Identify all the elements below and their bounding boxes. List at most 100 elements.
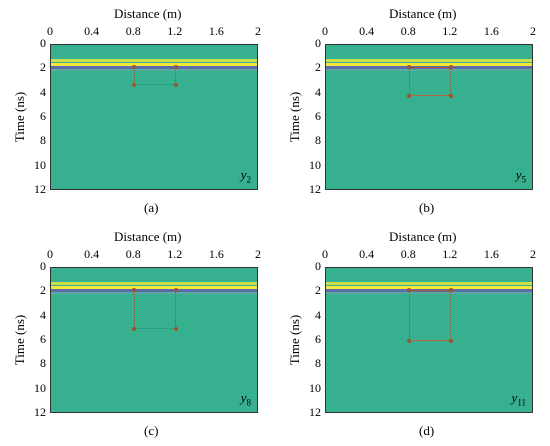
surface-reflection-band (326, 281, 532, 285)
box-corner-marker (448, 64, 453, 69)
x-tick-label: 1.2 (442, 24, 458, 38)
x-tick-label: 0.8 (400, 247, 416, 261)
y-tick-label: 4 (315, 84, 321, 99)
y-tick-label: 6 (315, 109, 321, 123)
box-corner-marker (173, 83, 178, 88)
panel-4: Distance (m) 0 0.4 0.8 1.2 1.6 2 Time (ns) 0 2 4 6 8… (275, 223, 550, 446)
y-tick-label: 2 (40, 60, 46, 75)
x-tick-label: 0.8 (125, 247, 141, 261)
signal-label: y11 (511, 390, 526, 408)
y-tick-label: 6 (40, 109, 46, 123)
x-axis-title: Distance (m) (389, 229, 457, 244)
y-tick-label: 0 (40, 36, 46, 50)
panel-3: Distance (m) 0 0.4 0.8 1.2 1.6 2 Time (ns) 0 2 4 6 8… (0, 223, 275, 446)
x-tick-label: 0.8 (125, 24, 141, 38)
surface-reflection-band (51, 285, 257, 289)
target-region-box (134, 66, 176, 86)
surface-reflection-band (51, 62, 257, 66)
y-tick-label: 12 (34, 405, 46, 419)
y-tick-label: 12 (34, 182, 46, 196)
x-tick-label: 1.6 (208, 24, 224, 38)
x-tick-label: 0 (322, 24, 328, 38)
y-tick-label: 0 (315, 259, 321, 273)
y-tick-label: 10 (309, 380, 321, 395)
panel-label: (c) (144, 423, 159, 438)
x-tick-label: 0 (47, 247, 53, 261)
y-tick-label: 2 (315, 60, 321, 75)
box-corner-marker (132, 64, 137, 69)
box-corner-marker (132, 326, 137, 331)
x-axis-title: Distance (m) (389, 6, 457, 21)
y-tick-label: 6 (315, 332, 321, 346)
y-tick-label: 8 (315, 356, 321, 371)
panel-1: Distance (m) 0 0.4 0.8 1.2 1.6 2 Time (ns) 0 2 4 6 8… (0, 0, 275, 223)
x-tick-label: 2 (255, 247, 261, 261)
x-axis-title: Distance (m) (114, 229, 182, 244)
box-corner-marker (407, 287, 412, 292)
y-tick-label: 12 (309, 182, 321, 196)
box-corner-marker (407, 339, 412, 343)
signal-label: y2 (240, 167, 251, 185)
surface-reflection-band (326, 68, 532, 71)
box-corner-marker (448, 287, 453, 292)
surface-reflection-band (326, 62, 532, 66)
radargram-plot: y11 (325, 267, 533, 413)
box-corner-marker (407, 94, 412, 99)
panel-label: (b) (419, 200, 435, 215)
x-tick-label: 0.4 (84, 247, 100, 261)
surface-reflection-band (326, 58, 532, 62)
target-region-box (409, 66, 451, 97)
signal-label: y5 (515, 167, 526, 185)
box-corner-marker (132, 83, 137, 88)
y-tick-label: 10 (34, 380, 46, 395)
y-tick-label: 6 (40, 332, 46, 346)
box-corner-marker (448, 94, 453, 99)
radargram-plot: y2 (50, 44, 258, 190)
box-corner-marker (132, 287, 137, 292)
radargram-plot: y5 (325, 44, 533, 190)
surface-reflection-band (51, 58, 257, 62)
y-tick-label: 10 (34, 157, 46, 172)
y-tick-label: 0 (315, 36, 321, 50)
x-tick-label: 2 (530, 24, 536, 38)
surface-reflection-band (326, 285, 532, 289)
x-tick-label: 1.2 (442, 247, 458, 261)
y-tick-label: 4 (40, 307, 46, 322)
x-tick-label: 0 (322, 247, 328, 261)
surface-reflection-band (51, 68, 257, 71)
target-region-box (409, 289, 451, 341)
radargram-plot: y8 (50, 267, 258, 413)
box-corner-marker (173, 287, 178, 292)
y-tick-label: 12 (309, 405, 321, 419)
x-tick-label: 0.4 (84, 24, 100, 38)
box-corner-marker (173, 326, 178, 331)
y-tick-label: 8 (40, 133, 46, 148)
y-tick-label: 2 (40, 283, 46, 298)
box-corner-marker (173, 64, 178, 69)
x-tick-label: 1.6 (208, 247, 224, 261)
target-region-box (134, 289, 176, 329)
y-tick-label: 8 (40, 356, 46, 371)
y-tick-label: 10 (309, 157, 321, 172)
x-tick-label: 2 (255, 24, 261, 38)
x-tick-label: 0.8 (400, 24, 416, 38)
x-tick-label: 1.6 (483, 247, 499, 261)
panel-label: (d) (419, 423, 435, 438)
y-tick-label: 2 (315, 283, 321, 298)
box-corner-marker (407, 64, 412, 69)
x-tick-label: 1.2 (167, 24, 183, 38)
y-tick-label: 4 (40, 84, 46, 99)
y-tick-label: 4 (315, 307, 321, 322)
x-tick-label: 0.4 (359, 24, 375, 38)
y-tick-label: 0 (40, 259, 46, 273)
surface-reflection-band (51, 281, 257, 285)
surface-reflection-band (51, 291, 257, 294)
signal-label: y8 (240, 390, 251, 408)
x-tick-label: 0 (47, 24, 53, 38)
x-axis-title: Distance (m) (114, 6, 182, 21)
panel-label: (a) (144, 200, 159, 215)
y-tick-label: 8 (315, 133, 321, 148)
x-tick-label: 2 (530, 247, 536, 261)
surface-reflection-band (326, 291, 532, 294)
x-tick-label: 1.6 (483, 24, 499, 38)
